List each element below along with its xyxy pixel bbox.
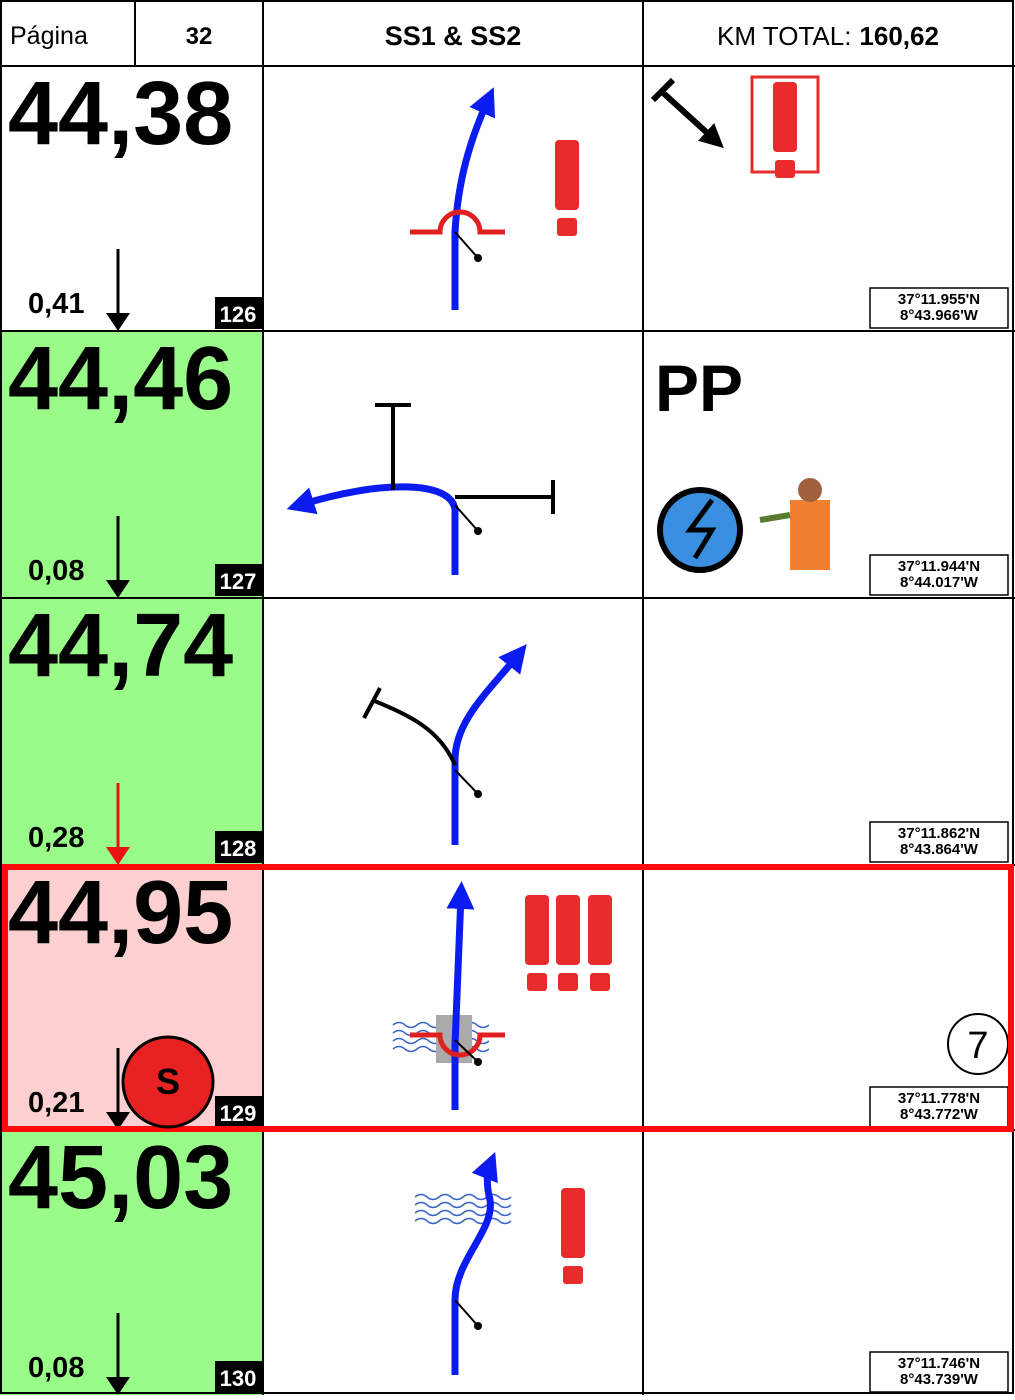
latitude: 37°11.862'N (898, 825, 980, 842)
index: 128 (220, 836, 257, 861)
tulip (410, 87, 579, 310)
distance-arrowhead (106, 313, 130, 331)
distance-arrowhead (106, 1112, 130, 1130)
index: 127 (220, 569, 257, 594)
total-km: 44,38 (8, 64, 233, 164)
coords-box (869, 1351, 1009, 1393)
tulip (414, 1152, 585, 1375)
page-label: Página (10, 22, 88, 50)
total-km: 44,46 (8, 329, 233, 429)
partial-km: 0,21 (28, 1087, 84, 1119)
caution-icons (650, 75, 820, 178)
note: 7 (967, 1025, 988, 1067)
distance-arrowhead (106, 1377, 130, 1395)
longitude: 8°43.966'W (900, 307, 979, 324)
longitude: 8°43.772'W (900, 1106, 979, 1123)
partial-km: 0,08 (28, 1352, 84, 1384)
partial-km: 0,08 (28, 555, 84, 587)
distance-arrowhead (106, 580, 130, 598)
row-background (0, 331, 263, 598)
index: 129 (220, 1101, 257, 1126)
longitude: 8°43.864'W (900, 841, 979, 858)
service-icons (657, 478, 830, 573)
coords-box (869, 554, 1009, 596)
row-background (0, 66, 263, 331)
latitude: 37°11.746'N (898, 1355, 980, 1372)
index-box (215, 831, 262, 863)
stage: SS1 & SS2 (385, 21, 522, 51)
index-box (215, 297, 262, 329)
note: PP (655, 351, 743, 425)
coords-box (869, 287, 1009, 329)
tulip (286, 403, 555, 575)
highlight-frame (2, 864, 1014, 1132)
total-km: 45,03 (8, 1128, 233, 1228)
index-box (215, 1361, 262, 1393)
index: 130 (220, 1366, 257, 1391)
row-background (0, 1130, 263, 1395)
km-total-value: 160,62 (859, 21, 939, 51)
page-number: 32 (186, 23, 213, 50)
coords-box (869, 821, 1009, 863)
partial-km: 0,41 (28, 288, 84, 320)
index-box (215, 564, 262, 596)
total-km: 44,74 (8, 596, 233, 696)
partial-km: 0,28 (28, 822, 84, 854)
tulip (392, 881, 612, 1110)
latitude: 37°11.944'N (898, 558, 980, 575)
longitude: 8°43.739'W (900, 1371, 979, 1388)
latitude: 37°11.778'N (898, 1090, 980, 1107)
coords-box (869, 1086, 1009, 1128)
km-total: KM TOTAL: 160,62 (717, 21, 939, 51)
index: 126 (220, 302, 257, 327)
badge-circle (121, 1035, 215, 1129)
latitude: 37°11.955'N (898, 291, 980, 308)
longitude: 8°44.017'W (900, 574, 979, 591)
distance-arrowhead (106, 847, 130, 865)
tulip (362, 644, 527, 845)
total-km: 44,95 (8, 863, 233, 963)
row-background (0, 598, 263, 865)
badge: S (156, 1061, 180, 1102)
index-box (215, 1096, 262, 1128)
km-total-label: KM TOTAL: (717, 21, 851, 51)
